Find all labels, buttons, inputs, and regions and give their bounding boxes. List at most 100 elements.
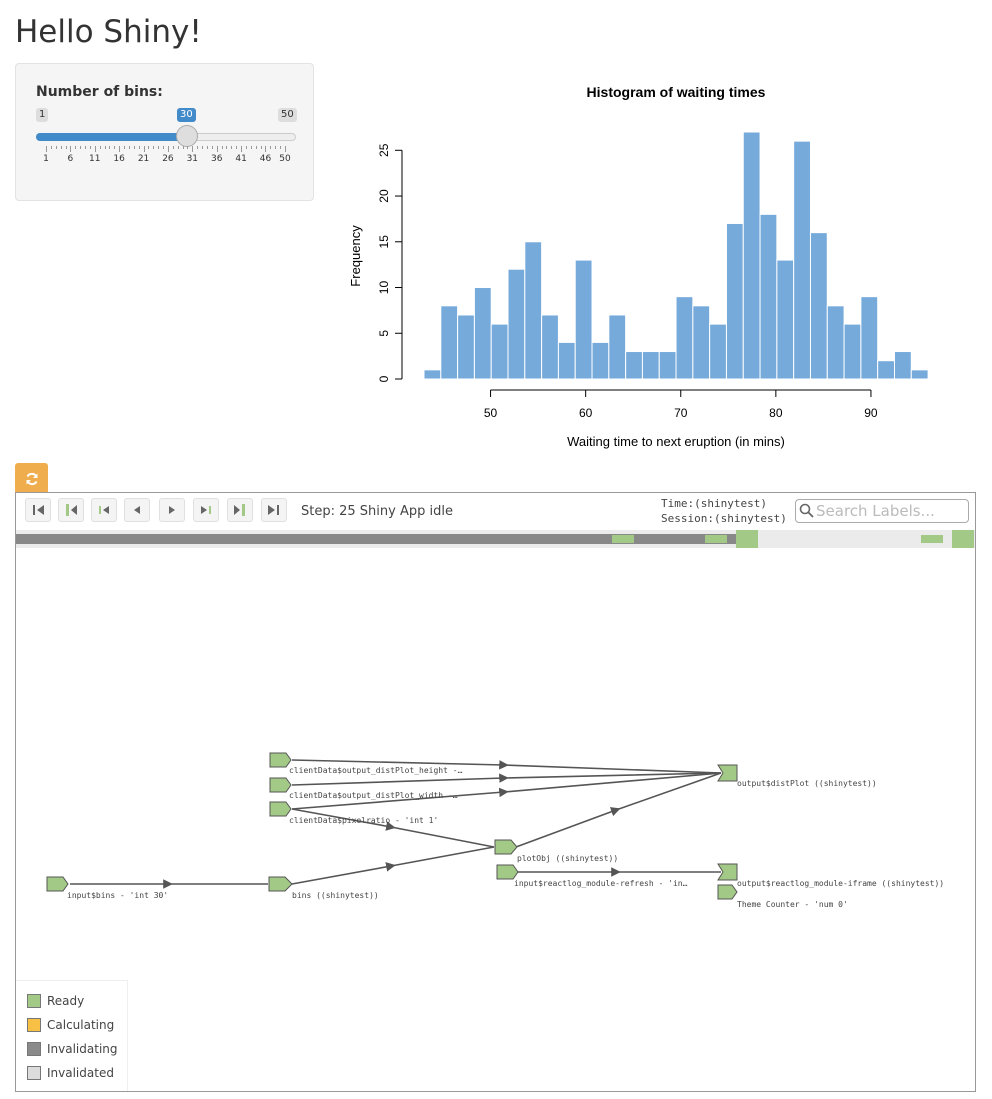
- slider-tick: [55, 146, 57, 149]
- node-client-height[interactable]: [269, 752, 292, 768]
- timeline-marker[interactable]: [952, 530, 974, 548]
- slider-tick: [138, 146, 140, 149]
- slider-tick: [187, 146, 189, 149]
- x-tick-label: 70: [674, 406, 688, 420]
- timeline-marker[interactable]: [921, 535, 943, 543]
- histogram-bar: [877, 360, 895, 380]
- histogram-bar: [641, 351, 660, 380]
- prev-output-button[interactable]: [91, 498, 117, 522]
- slider-tick-label: 50: [279, 154, 291, 164]
- first-step-button[interactable]: [25, 498, 51, 522]
- timeline-bar[interactable]: [16, 530, 975, 548]
- slider-tick: [211, 146, 213, 149]
- y-tick-label: 25: [377, 143, 391, 157]
- search-input[interactable]: [816, 501, 966, 521]
- slider-tick: [119, 146, 121, 152]
- histogram-bar: [709, 323, 727, 380]
- slider-tick: [75, 146, 77, 149]
- node-client-width[interactable]: [269, 777, 292, 793]
- prev-idle-icon: [66, 504, 77, 516]
- node-label: output$reactlog_module-iframe ((shinytes…: [737, 879, 944, 888]
- slider-tick: [275, 146, 277, 149]
- step-status: Step: 25 Shiny App idle: [301, 504, 453, 519]
- node-label: clientData$output_distPlot_width -…: [289, 791, 458, 800]
- node-plotobj[interactable]: [494, 839, 518, 855]
- node-module-iframe[interactable]: [717, 863, 738, 881]
- search-box: [795, 499, 969, 523]
- slider-tick: [192, 146, 194, 152]
- slider-tick: [65, 146, 67, 149]
- legend-item-invalidated: Invalidated: [27, 1065, 114, 1081]
- node-distplot[interactable]: [717, 764, 738, 782]
- histogram-bar: [675, 296, 694, 380]
- y-tick-label: 15: [377, 235, 391, 249]
- x-tick-label: 60: [579, 406, 593, 420]
- slider-tick-label: 36: [210, 154, 223, 164]
- slider-tick-label: 26: [162, 154, 174, 164]
- slider-tick-label: 11: [89, 154, 101, 164]
- time-label: Time:(shinytest): [661, 497, 767, 510]
- next-output-icon: [201, 506, 211, 514]
- next-output-button[interactable]: [193, 498, 219, 522]
- slider-tick: [133, 146, 135, 149]
- calculating-swatch: [27, 1018, 41, 1032]
- timeline-marker[interactable]: [612, 535, 634, 543]
- node-label: input$bins - 'int 30': [67, 891, 168, 900]
- node-theme-counter[interactable]: [717, 884, 738, 900]
- node-client-pixelratio[interactable]: [269, 801, 292, 817]
- histogram-bar: [457, 314, 475, 380]
- skip-to-start-icon: [33, 505, 44, 515]
- slider-tick: [153, 146, 155, 149]
- slider-tick-label: 21: [137, 154, 150, 164]
- histogram-bar: [860, 296, 879, 380]
- slider-tick: [197, 146, 199, 149]
- histogram-bar: [541, 314, 559, 380]
- invalidated-swatch: [27, 1066, 41, 1080]
- slider-tick: [172, 146, 174, 149]
- node-bins[interactable]: [268, 876, 293, 892]
- histogram-bar: [440, 305, 459, 380]
- slider-tick-label: 31: [186, 154, 199, 164]
- slider-tick: [260, 146, 262, 149]
- slider-tick: [182, 146, 184, 149]
- histogram-bar: [893, 351, 912, 380]
- slider-tick: [226, 146, 228, 149]
- slider-bar: [36, 133, 186, 141]
- refresh-icon: [26, 472, 37, 485]
- histogram-bar: [608, 314, 627, 380]
- legend-label: Invalidated: [47, 1066, 114, 1080]
- slider-tick: [177, 146, 179, 149]
- chart-xlabel: Waiting time to next eruption (in mins): [567, 434, 785, 449]
- node-label: clientData$output_distPlot_height -…: [289, 766, 463, 775]
- legend-label: Calculating: [47, 1018, 115, 1032]
- prev-step-button[interactable]: [124, 498, 150, 522]
- node-input-bins[interactable]: [46, 876, 69, 892]
- next-idle-button[interactable]: [227, 498, 253, 522]
- reactlog-toolbar: Step: 25 Shiny App idle Time:(shinytest)…: [16, 493, 975, 529]
- node-module-refresh[interactable]: [496, 864, 519, 880]
- timeline-current-marker[interactable]: [736, 530, 758, 548]
- slider-handle[interactable]: [176, 125, 198, 147]
- search-icon: [799, 503, 814, 518]
- y-tick-label: 10: [377, 281, 391, 295]
- histogram-bar: [809, 232, 828, 380]
- timeline-marker[interactable]: [705, 535, 727, 543]
- histogram-bar: [557, 341, 576, 380]
- prev-idle-button[interactable]: [58, 498, 84, 522]
- slider-tick: [221, 146, 223, 149]
- skip-to-end-icon: [268, 505, 279, 515]
- histogram-bar: [759, 213, 778, 380]
- bins-slider-label: Number of bins:: [36, 84, 163, 100]
- refresh-button[interactable]: [15, 463, 48, 494]
- slider-tick: [206, 146, 208, 149]
- node-label: Theme Counter - 'num 0': [737, 900, 848, 909]
- next-step-button[interactable]: [159, 498, 185, 522]
- edge: [291, 772, 722, 810]
- x-tick-label: 90: [864, 406, 878, 420]
- step-back-icon: [134, 506, 140, 514]
- histogram-bar: [658, 351, 677, 380]
- slider-value-label: 30: [177, 108, 196, 122]
- legend-label: Invalidating: [47, 1042, 118, 1056]
- y-tick-label: 0: [377, 375, 391, 382]
- last-step-button[interactable]: [261, 498, 287, 522]
